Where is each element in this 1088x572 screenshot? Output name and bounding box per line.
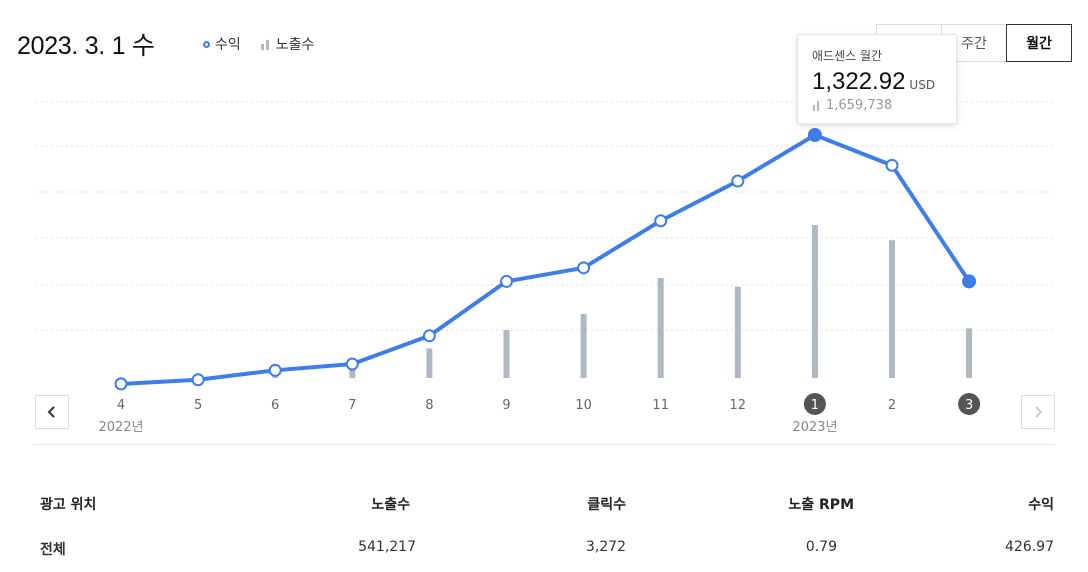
tooltip-unit: USD [909,78,936,92]
month-badge [958,393,981,415]
chart-legend: 수익 노출수 [203,34,314,54]
table-header-impressions: 노출수 [371,497,410,513]
impressions-bar [580,313,587,378]
table-cell-rpm: 0.79 [805,539,837,555]
chevron-right-icon [1035,406,1043,418]
impressions-bar [503,329,510,378]
x-tick-label: 4 [117,398,125,413]
tooltip-title: 애드센스 월간 [812,49,883,63]
x-tick-label: 5 [194,398,202,413]
x-tick-label: 11 [652,398,669,413]
revenue-point [191,373,205,387]
divider [33,444,1055,445]
tab-monthly[interactable]: 월간 [1006,24,1072,62]
impressions-bar [889,240,895,378]
x-tick-label: 3 [965,398,973,413]
legend-impressions-label: 노출수 [275,37,315,53]
revenue-line [120,133,971,386]
table-header-placement: 광고 위치 [40,497,97,513]
table-header-revenue: 수익 [1028,497,1054,513]
impressions-bar [966,328,973,378]
legend-revenue-label: 수익 [215,37,241,53]
table-header-clicks: 클릭수 [587,497,626,513]
table-cell-placement: 전체 [40,542,66,558]
tooltip-impressions: 1,659,738 [826,98,893,113]
revenue-point [807,128,822,142]
revenue-point [114,377,128,391]
table-header-rpm: 노출 RPM [788,497,854,513]
impressions-bar [426,348,433,378]
revenue-point [577,261,591,275]
month-badge [803,393,826,415]
revenue-point [345,357,359,371]
chevron-left-icon [47,406,55,418]
tooltip-value: 1,322.92 [812,68,906,95]
revenue-point [962,274,977,289]
impressions-bar [734,286,741,378]
revenue-point [885,158,899,172]
revenue-point [422,329,436,343]
revenue-point [500,274,513,288]
revenue-point [731,174,745,188]
x-tick-label: 7 [348,398,356,413]
x-tick-label: 8 [425,398,433,413]
revenue-point [654,214,668,228]
impressions-bar [811,225,818,378]
x-tick-label: 9 [502,398,510,413]
impressions-bar [349,367,356,378]
x-tick-label: 12 [730,398,747,413]
x-tick-label: 1 [811,398,819,413]
revenue-point [268,363,282,377]
legend-impressions: 노출수 [260,34,315,54]
bar-series-icon [260,38,271,50]
line-series-icon [203,40,210,48]
table-cell-clicks: 3,272 [585,539,626,555]
year-label: 2022년 [98,420,143,435]
year-label: 2023년 [792,420,837,435]
x-tick-label: 6 [271,398,279,413]
table-cell-revenue: 426.97 [1005,539,1054,555]
bar-chart-icon [813,100,819,111]
next-period-button[interactable] [1021,395,1055,429]
table-cell-impressions: 541,217 [358,539,416,555]
chart-tooltip: 애드센스 월간 1,322.92 USD 1,659,738 [797,34,957,124]
prev-period-button[interactable] [35,395,69,429]
x-tick-label: 2 [888,398,896,413]
legend-revenue: 수익 [203,34,241,54]
page-title: 2023. 3. 1 수 [17,32,155,60]
impressions-bar [657,277,664,378]
x-tick-label: 10 [575,398,592,413]
